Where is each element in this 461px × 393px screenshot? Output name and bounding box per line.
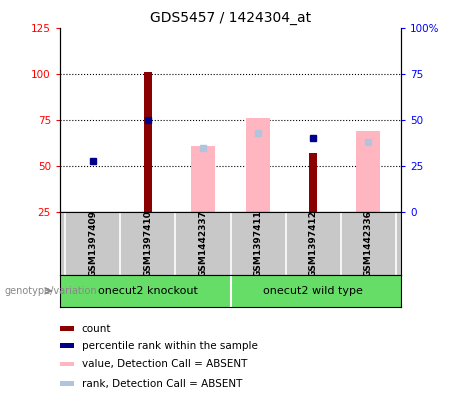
Text: GSM1442337: GSM1442337 — [199, 210, 207, 277]
Bar — [60, 381, 74, 386]
Text: GSM1397409: GSM1397409 — [89, 210, 97, 277]
Text: genotype/variation: genotype/variation — [5, 286, 97, 296]
Text: onecut2 knockout: onecut2 knockout — [98, 286, 198, 296]
Bar — [309, 153, 317, 212]
Text: GSM1442336: GSM1442336 — [364, 210, 372, 277]
Text: GSM1397411: GSM1397411 — [254, 210, 262, 277]
Text: rank, Detection Call = ABSENT: rank, Detection Call = ABSENT — [82, 378, 242, 389]
Bar — [246, 118, 271, 212]
Text: GSM1397410: GSM1397410 — [143, 210, 153, 277]
Text: percentile rank within the sample: percentile rank within the sample — [82, 341, 258, 351]
Text: onecut2 wild type: onecut2 wild type — [263, 286, 363, 296]
Bar — [144, 72, 152, 212]
Bar — [356, 131, 380, 212]
Text: GSM1397412: GSM1397412 — [308, 210, 318, 277]
Bar — [60, 362, 74, 366]
Bar — [190, 146, 215, 212]
Bar — [60, 343, 74, 348]
Title: GDS5457 / 1424304_at: GDS5457 / 1424304_at — [150, 11, 311, 25]
Text: value, Detection Call = ABSENT: value, Detection Call = ABSENT — [82, 359, 247, 369]
Bar — [60, 326, 74, 331]
Text: count: count — [82, 323, 112, 334]
